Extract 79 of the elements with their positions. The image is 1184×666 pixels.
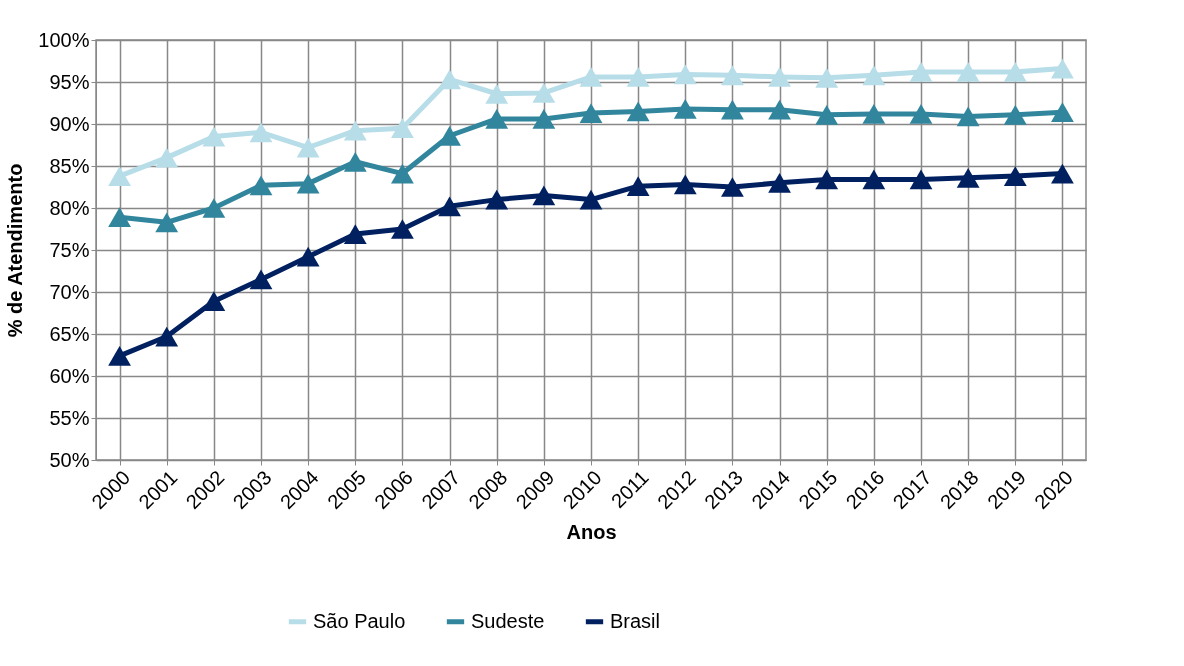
point <box>438 125 461 146</box>
point <box>249 122 273 143</box>
point <box>815 169 839 190</box>
point <box>1003 104 1027 125</box>
point <box>391 118 414 139</box>
point <box>956 167 980 188</box>
point <box>485 83 509 104</box>
y-tick-label: 85% <box>49 154 90 177</box>
x-axis-title: Anos <box>566 521 617 544</box>
point <box>768 172 791 193</box>
y-tick-label: 55% <box>49 406 90 429</box>
point <box>155 212 179 233</box>
point <box>391 163 414 184</box>
point <box>1051 58 1074 79</box>
point <box>626 101 650 122</box>
point <box>249 175 273 196</box>
point <box>485 109 509 129</box>
point <box>579 189 603 210</box>
point <box>1003 166 1027 186</box>
point <box>438 196 461 217</box>
point <box>721 177 744 197</box>
y-tick-label: 75% <box>49 238 90 261</box>
point <box>438 69 461 90</box>
point <box>343 224 367 244</box>
point <box>673 174 697 195</box>
point <box>956 106 980 127</box>
point <box>1003 62 1027 82</box>
point <box>626 67 650 87</box>
y-tick-label: 100% <box>38 28 90 51</box>
point <box>391 219 414 239</box>
legend-label: São Paulo <box>313 609 406 632</box>
point <box>956 62 980 82</box>
y-axis-title: % de Atendimento <box>4 163 27 338</box>
point <box>249 269 273 290</box>
point <box>862 65 886 86</box>
point <box>862 169 886 190</box>
y-tick-label: 60% <box>49 364 90 387</box>
point <box>909 104 933 124</box>
point <box>108 207 131 228</box>
point <box>532 109 556 129</box>
point <box>343 120 367 141</box>
point <box>721 99 744 120</box>
point <box>202 126 226 147</box>
point <box>202 198 226 218</box>
point <box>815 67 839 88</box>
point <box>1051 163 1074 184</box>
point <box>909 169 933 190</box>
y-tick-label: 95% <box>49 70 90 93</box>
y-tick-label: 65% <box>49 322 90 345</box>
point <box>296 137 320 158</box>
point <box>532 83 556 103</box>
point <box>579 103 603 123</box>
point <box>909 62 933 82</box>
point <box>768 99 791 120</box>
point <box>485 189 509 210</box>
point <box>862 104 886 124</box>
point <box>768 67 791 87</box>
point <box>155 326 179 347</box>
point <box>202 291 226 312</box>
point <box>626 176 650 197</box>
legend-label: Sudeste <box>471 609 545 632</box>
y-tick-label: 80% <box>49 196 90 219</box>
y-tick-label: 50% <box>49 448 90 471</box>
point <box>108 166 131 186</box>
point <box>673 64 697 85</box>
y-tick-label: 70% <box>49 280 90 303</box>
point <box>815 104 839 125</box>
point <box>296 246 320 267</box>
point <box>532 185 556 206</box>
point <box>343 151 367 172</box>
y-tick-label: 90% <box>49 112 90 135</box>
point <box>673 99 697 119</box>
legend-label: Brasil <box>610 609 661 632</box>
point <box>108 345 131 366</box>
point <box>721 65 744 86</box>
point <box>1051 102 1074 123</box>
point <box>155 147 179 168</box>
point <box>296 173 320 194</box>
point <box>579 67 603 87</box>
